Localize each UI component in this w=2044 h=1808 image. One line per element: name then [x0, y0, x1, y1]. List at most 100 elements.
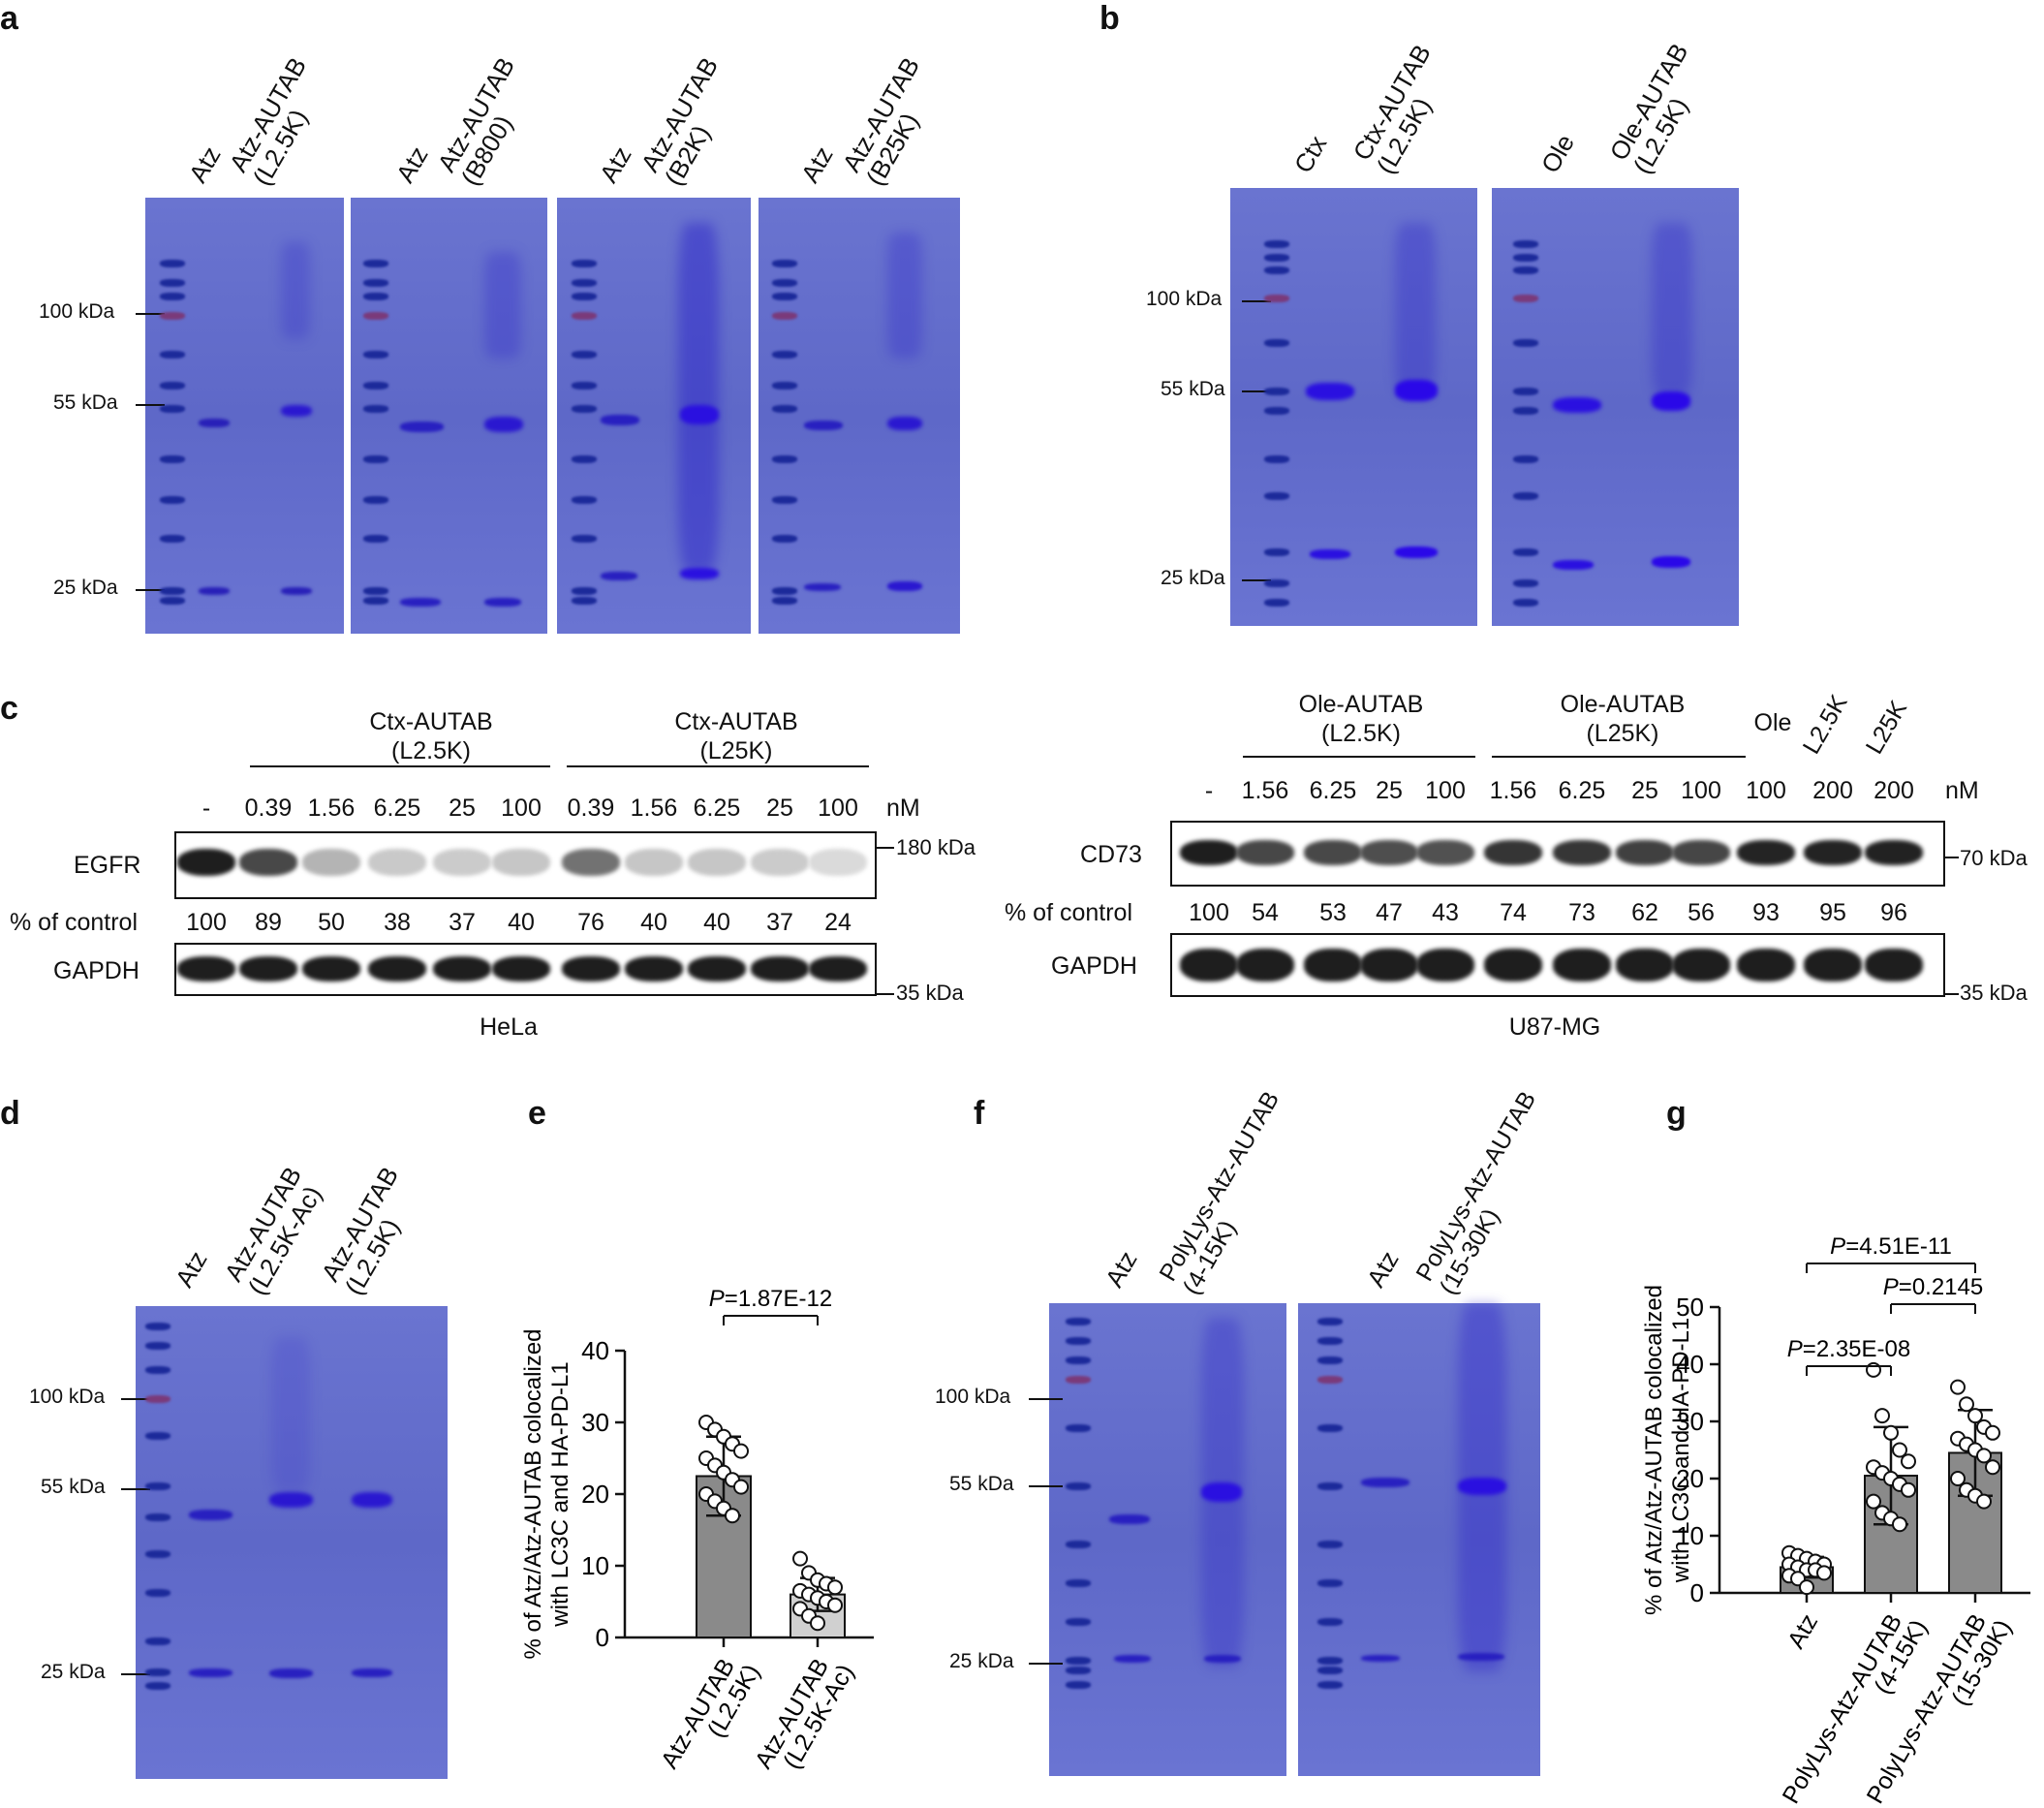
data-point: [1976, 1448, 1992, 1464]
ladder-band: [1066, 1337, 1091, 1345]
data-point: [1892, 1442, 1907, 1458]
blot-band: [1672, 949, 1730, 982]
ladder-band: [363, 535, 388, 543]
data-point: [1950, 1379, 1966, 1395]
pct-cell: 40: [640, 909, 667, 936]
lane-label: PolyLys-Atz-AUTAB (15-30K): [1410, 1086, 1542, 1299]
ladder-band: [1513, 579, 1538, 587]
gel-band: [1553, 560, 1594, 570]
lane-label: Atz: [169, 1245, 213, 1293]
gel-band: [680, 405, 719, 424]
pct-cell: 37: [766, 909, 793, 936]
pct-cell: 96: [1880, 899, 1907, 926]
ladder-band: [160, 587, 185, 595]
conc-cell: 100: [1746, 777, 1786, 804]
group-label-2: Ctx-AUTAB (L25K): [674, 708, 798, 764]
ladder-band: [160, 260, 185, 267]
conc-cell: 1.56: [1489, 777, 1537, 804]
p-value-label: P=4.51E-11: [1830, 1233, 1952, 1260]
pct-cell: 76: [577, 909, 604, 936]
blot-gapdh: [1170, 933, 1945, 997]
ladder-band: [1513, 339, 1538, 347]
data-point: [1985, 1424, 2000, 1441]
data-point: [1816, 1565, 1832, 1581]
gel-band: [400, 421, 444, 432]
ladder-band: [160, 312, 185, 320]
gel-band: [400, 598, 441, 607]
pct-cell: 40: [508, 909, 535, 936]
y-axis-label: with LC3C and HA-PD-L1: [1668, 1318, 1694, 1583]
marker-tick: [1029, 1398, 1063, 1400]
lane-label: PolyLys-Atz-AUTAB (4-15K): [1154, 1086, 1285, 1299]
panel-letter-c: c: [0, 690, 18, 727]
ladder-band: [363, 405, 388, 413]
group-line: [250, 765, 550, 767]
conc-cell: 1.56: [307, 795, 356, 822]
blot-band: [1616, 949, 1674, 982]
conc-cell: 6.25: [373, 795, 421, 822]
data-point: [827, 1597, 843, 1613]
data-point: [1901, 1453, 1916, 1470]
blot-band: [1484, 840, 1542, 865]
blot-band: [1804, 840, 1862, 865]
y-tick-label: 20: [1676, 1464, 1704, 1493]
ladder-band: [772, 496, 797, 504]
gel-a4: [759, 198, 960, 634]
ladder-band: [1066, 1681, 1091, 1689]
ladder-band: [1066, 1579, 1091, 1587]
gel-band: [189, 1510, 232, 1520]
marker-tick: [1242, 390, 1271, 392]
blot-band: [562, 849, 620, 876]
gel-band: [484, 417, 523, 432]
pct-cell: 56: [1688, 899, 1715, 926]
lane-label: Atz-AUTAB (B800): [431, 52, 521, 191]
blot-band: [1865, 949, 1923, 982]
blot-band: [1360, 949, 1418, 982]
gel-a1: [145, 198, 344, 634]
ladder-band: [1513, 548, 1538, 556]
ladder-band: [1317, 1667, 1343, 1674]
ladder-band: [1264, 407, 1289, 415]
ladder-band: [572, 597, 597, 605]
marker-tick: [1242, 300, 1271, 302]
lane-label: Ole: [1534, 129, 1581, 178]
data-point: [1874, 1408, 1890, 1424]
mw-marker-25: 25 kDa: [41, 1661, 106, 1683]
gel-band: [269, 1668, 313, 1678]
group-line: [567, 765, 869, 767]
ladder-band: [1264, 240, 1289, 248]
gel-band: [1310, 549, 1350, 559]
blot-gapdh: [174, 943, 877, 996]
marker-tick: [1945, 857, 1959, 858]
blot-band: [562, 956, 620, 982]
ladder-band: [572, 279, 597, 287]
mw-marker-100: 100 kDa: [935, 1386, 1011, 1408]
blot-band: [1236, 840, 1294, 865]
conc-cell: 200: [1874, 777, 1914, 804]
blot-band: [1865, 840, 1923, 865]
lane-label: Atz: [182, 140, 227, 188]
conc-cell: 1.56: [630, 795, 678, 822]
gel-smear: [1395, 223, 1436, 397]
ladder-band: [772, 405, 797, 413]
blot-cd73: [1170, 821, 1945, 887]
p-value-label: P=0.2145: [1883, 1274, 1983, 1300]
data-point: [1901, 1481, 1916, 1498]
ladder-band: [145, 1323, 170, 1330]
blot-band: [368, 849, 426, 876]
blot-band: [1416, 840, 1474, 865]
ladder-band: [160, 405, 185, 413]
ladder-band: [160, 496, 185, 504]
ladder-band: [1513, 407, 1538, 415]
gel-a2: [351, 198, 547, 634]
pct-cell: 24: [824, 909, 852, 936]
gel-band: [601, 415, 639, 425]
data-point: [1976, 1493, 1992, 1510]
ladder-band: [1513, 492, 1538, 500]
mw-180: 180 kDa: [896, 835, 976, 859]
cell-line-u87: U87-MG: [1508, 1013, 1601, 1041]
blot-band: [492, 956, 550, 982]
pct-cell: 50: [318, 909, 345, 936]
lane-label: Atz: [1099, 1245, 1143, 1293]
conc-cell: 25: [1631, 777, 1658, 804]
